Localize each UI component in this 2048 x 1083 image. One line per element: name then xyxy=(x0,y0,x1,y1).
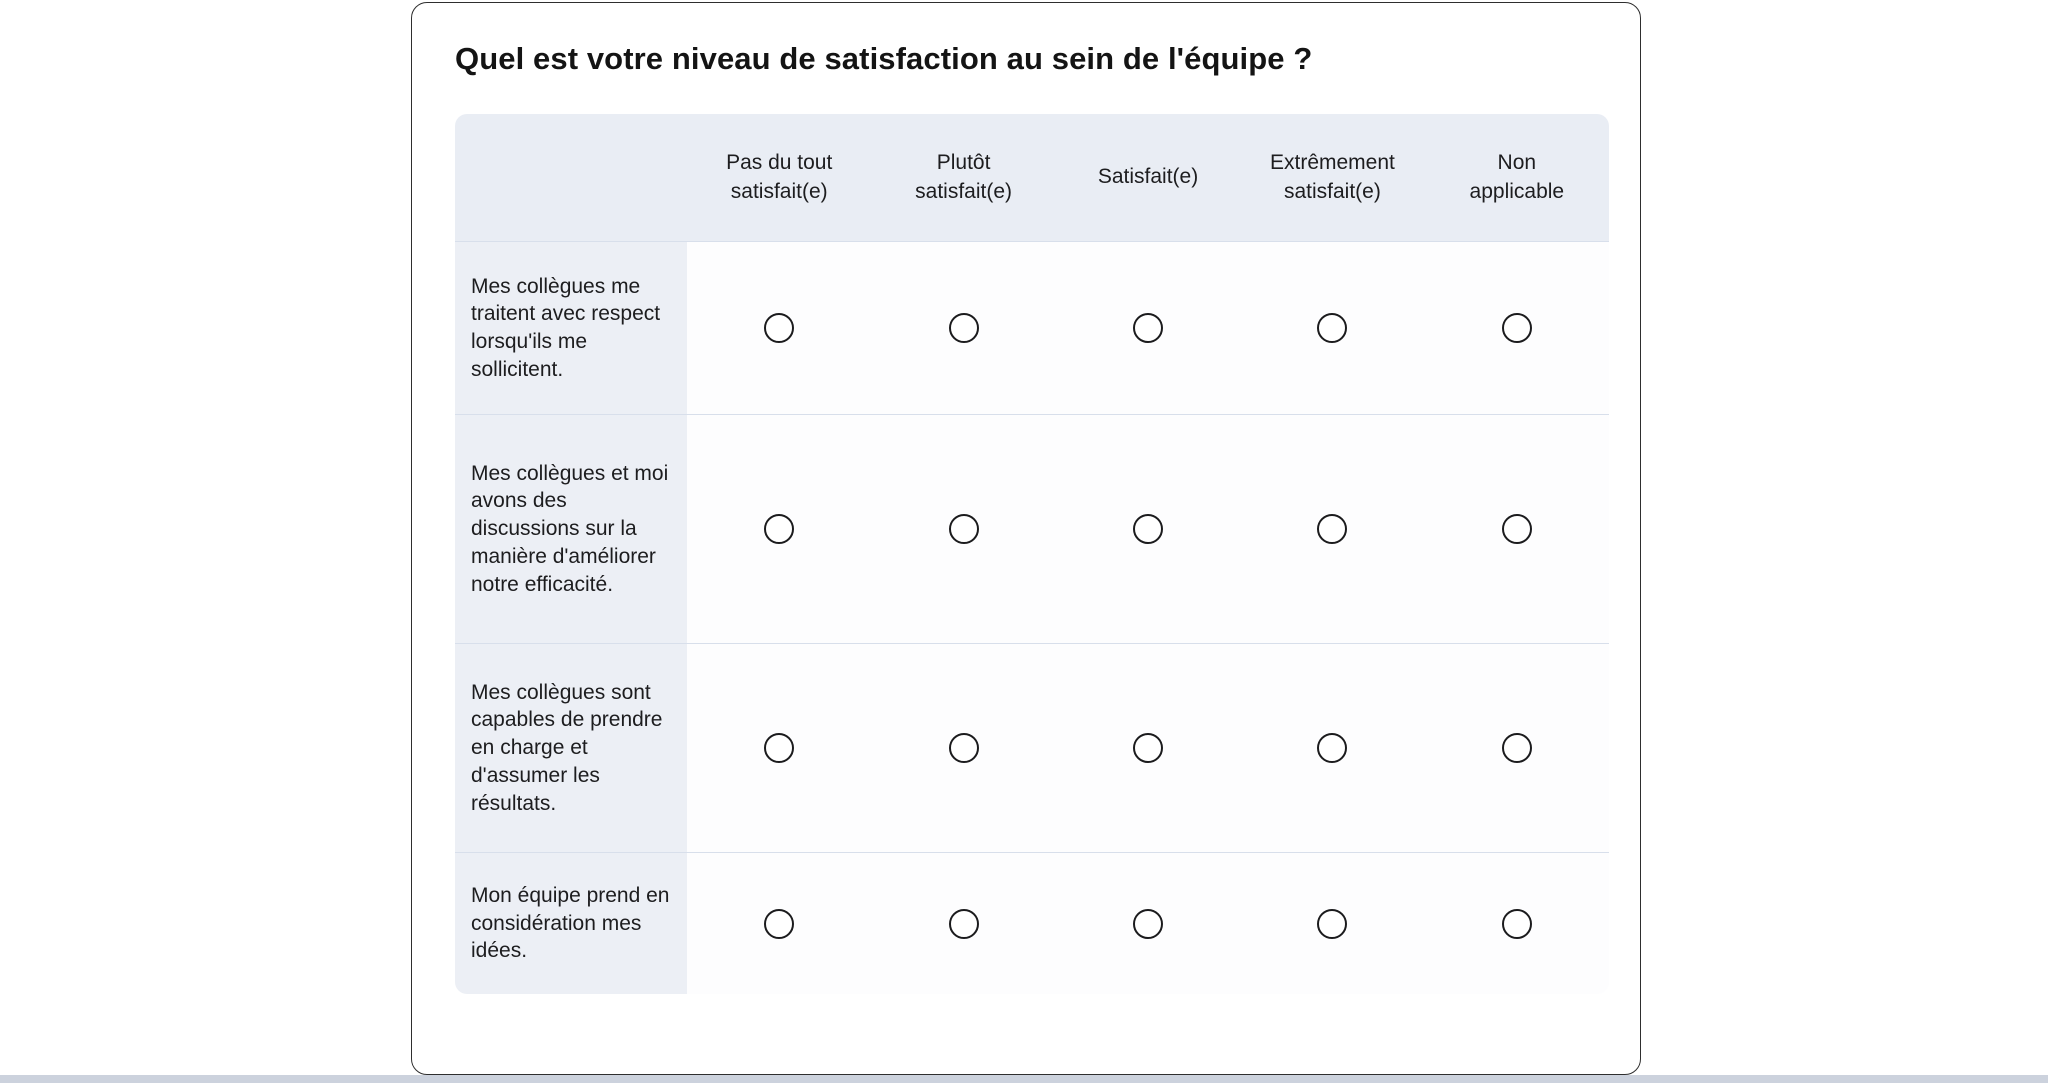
radio-cell-row1-col4 xyxy=(1240,242,1425,414)
radio-cell-row1-col3 xyxy=(1055,242,1241,414)
radio-button-row3-col4[interactable] xyxy=(1317,733,1348,763)
radio-button-row4-col1[interactable] xyxy=(764,908,795,939)
matrix-row-respect: Mes collègues me traitent avec respect l… xyxy=(455,241,1609,414)
row-label: Mon équipe prend en considération mes id… xyxy=(455,853,687,994)
radio-cell-row4-col5 xyxy=(1424,853,1609,994)
radio-cell-row3-col5 xyxy=(1424,644,1609,852)
radio-button-row2-col4[interactable] xyxy=(1317,514,1348,544)
radio-cell-row4-col3 xyxy=(1055,853,1241,994)
radio-cell-row2-col5 xyxy=(1424,415,1609,643)
radio-button-row3-col5[interactable] xyxy=(1501,733,1532,763)
radio-cell-row3-col4 xyxy=(1240,644,1425,852)
radio-button-row1-col1[interactable] xyxy=(764,313,795,343)
radio-cell-row4-col2 xyxy=(871,853,1056,994)
row-label: Mes collègues me traitent avec respect l… xyxy=(455,242,687,414)
radio-button-row1-col4[interactable] xyxy=(1317,313,1348,343)
column-header-satisfait: Satisfait(e) xyxy=(1097,165,1199,189)
radio-cell-row1-col5 xyxy=(1424,242,1609,414)
column-header-extremement-satisfait: Extrêmement satisfait(e) xyxy=(1269,150,1395,203)
radio-button-row3-col2[interactable] xyxy=(948,733,979,763)
radio-cell-row2-col1 xyxy=(687,415,872,643)
matrix-corner-cell xyxy=(455,114,687,241)
radio-button-row1-col5[interactable] xyxy=(1501,313,1532,343)
radio-cell-row1-col1 xyxy=(687,242,872,414)
radio-button-row4-col3[interactable] xyxy=(1133,908,1164,939)
radio-button-row3-col1[interactable] xyxy=(764,733,795,763)
radio-cell-row1-col2 xyxy=(871,242,1056,414)
radio-button-row1-col3[interactable] xyxy=(1133,313,1164,343)
radio-button-row2-col5[interactable] xyxy=(1501,514,1532,544)
radio-button-row1-col2[interactable] xyxy=(948,313,979,343)
matrix-header-row: Pas du tout satisfait(e) Plutôt satisfai… xyxy=(455,114,1609,241)
radio-button-row4-col2[interactable] xyxy=(948,908,979,939)
matrix-row-consideration-idees: Mon équipe prend en considération mes id… xyxy=(455,852,1609,994)
survey-question-card: Quel est votre niveau de satisfaction au… xyxy=(411,2,1641,1075)
column-header-pas-du-tout: Pas du tout satisfait(e) xyxy=(726,150,833,203)
radio-button-row2-col1[interactable] xyxy=(764,514,795,544)
radio-button-row3-col3[interactable] xyxy=(1133,733,1164,763)
radio-button-row2-col3[interactable] xyxy=(1133,514,1164,544)
row-label: Mes collègues sont capables de prendre e… xyxy=(455,644,687,852)
question-title: Quel est votre niveau de satisfaction au… xyxy=(455,41,1313,76)
matrix-table: Pas du tout satisfait(e) Plutôt satisfai… xyxy=(455,114,1609,994)
radio-button-row4-col5[interactable] xyxy=(1501,908,1532,939)
radio-cell-row4-col4 xyxy=(1240,853,1425,994)
radio-cell-row3-col1 xyxy=(687,644,872,852)
radio-cell-row3-col2 xyxy=(871,644,1056,852)
column-header-non-applicable: Non applicable xyxy=(1469,150,1565,203)
row-label: Mes collègues et moi avons des discussio… xyxy=(455,415,687,643)
radio-button-row2-col2[interactable] xyxy=(948,514,979,544)
matrix-row-discussions: Mes collègues et moi avons des discussio… xyxy=(455,414,1609,643)
radio-cell-row2-col2 xyxy=(871,415,1056,643)
radio-cell-row2-col4 xyxy=(1240,415,1425,643)
bottom-edge-bar xyxy=(0,1075,2048,1083)
radio-button-row4-col4[interactable] xyxy=(1317,908,1348,939)
column-header-plutot-satisfait: Plutôt satisfait(e) xyxy=(915,150,1013,203)
radio-cell-row4-col1 xyxy=(687,853,872,994)
matrix-row-prendre-en-charge: Mes collègues sont capables de prendre e… xyxy=(455,643,1609,852)
radio-cell-row2-col3 xyxy=(1055,415,1241,643)
radio-cell-row3-col3 xyxy=(1055,644,1241,852)
